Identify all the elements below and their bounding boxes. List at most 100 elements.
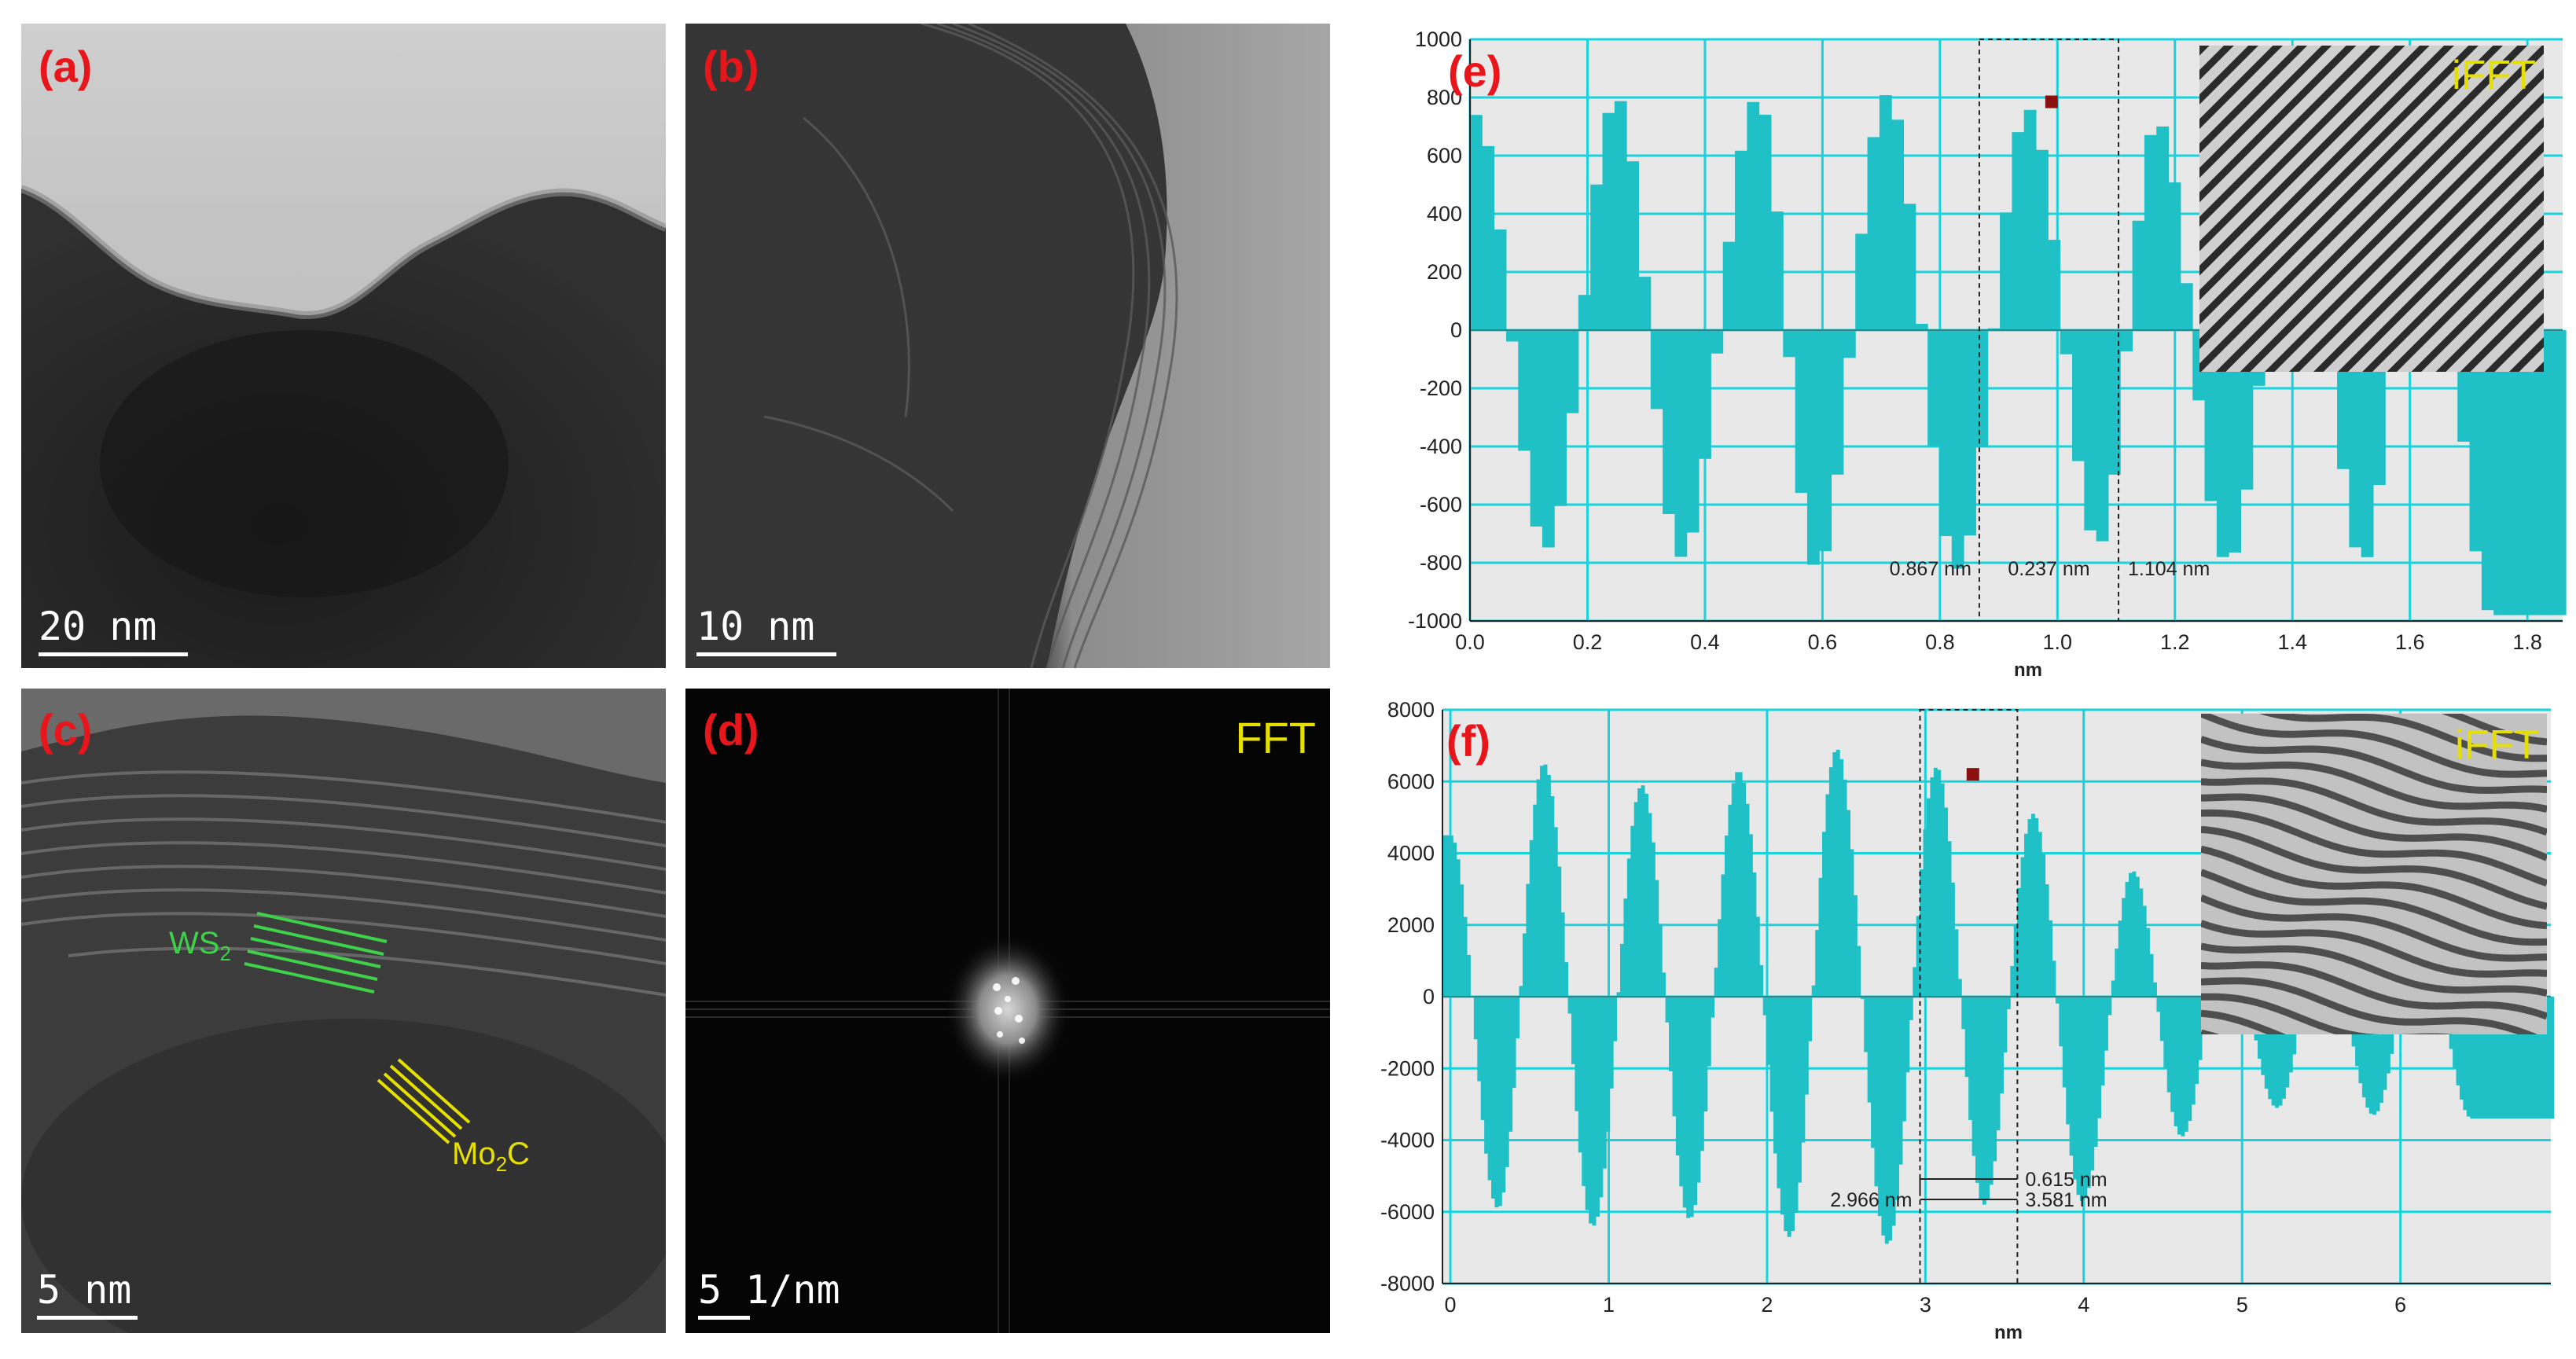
profile-bar <box>1512 997 1516 1089</box>
inset-wave-line <box>2201 894 2547 962</box>
profile-bar <box>2170 997 2175 1112</box>
profile-bar <box>2090 997 2095 1171</box>
y-tick-label: -200 <box>1420 376 1462 400</box>
inset-wave-line <box>2201 714 2547 778</box>
profile-bar <box>1585 997 1589 1210</box>
profile-bar <box>2530 330 2542 615</box>
profile-bar <box>1986 997 1990 1199</box>
profile-bar <box>1540 766 1545 997</box>
tem-image-a <box>21 24 666 668</box>
profile-bar <box>1665 997 1670 1023</box>
profile-bar <box>1614 101 1627 330</box>
profile-bar <box>2229 330 2241 553</box>
profile-bar <box>1699 330 1711 459</box>
profile-bar <box>1839 758 1844 997</box>
profile-bar <box>2505 330 2519 615</box>
y-tick-label: -800 <box>1420 551 1462 575</box>
inset-wave-line <box>2201 845 2547 930</box>
profile-bar <box>2517 330 2530 615</box>
ifft-title-f: iFFT <box>2455 722 2539 768</box>
profile-bar <box>1550 795 1555 997</box>
profile-bar <box>1843 330 1856 358</box>
profile-bar <box>1920 869 1924 997</box>
profile-bar <box>1968 997 1973 1120</box>
profile-bar <box>1766 997 1771 1065</box>
profile-bar <box>1864 997 1869 1052</box>
profile-bar <box>1780 997 1784 1215</box>
profile-bar <box>2268 997 2273 1100</box>
profile-bar <box>2512 997 2516 1119</box>
profile-bar <box>2128 872 2133 997</box>
ws2-lattice-lines <box>244 912 388 994</box>
y-tick-label: 2000 <box>1387 913 1435 937</box>
profile-bar <box>2006 997 2011 1009</box>
scale-bar-label-b: 10 nm <box>696 604 815 649</box>
profile-bar <box>2501 997 2506 1119</box>
profile-bar <box>1926 798 1931 997</box>
profile-bar <box>2096 330 2109 542</box>
profile-bar <box>2204 330 2218 501</box>
inset-wave-line <box>2201 920 2547 978</box>
profile-bar <box>2144 134 2157 330</box>
profile-bar <box>2120 330 2133 352</box>
measure-top-label: 0.615 nm <box>2025 1169 2107 1191</box>
x-tick-label: 2 <box>1761 1293 1773 1317</box>
profile-bar <box>1979 997 1983 1199</box>
profile-bar <box>1975 997 1979 1183</box>
profile-bar <box>1626 161 1639 330</box>
profile-bar <box>2358 997 2363 1084</box>
profile-bar <box>1804 997 1809 1095</box>
profile-bar <box>1937 769 1942 997</box>
profile-bar <box>2111 980 2115 997</box>
profile-bar <box>2188 997 2192 1122</box>
profile-bar <box>2118 920 2122 997</box>
profile-bar <box>1516 997 1520 1039</box>
profile-bar <box>2086 997 2091 1188</box>
profile-bar <box>1964 330 1976 536</box>
profile-bar <box>1915 323 1928 330</box>
profile-bar <box>1853 895 1858 997</box>
measure-left-label: 2.966 nm <box>1830 1189 1912 1211</box>
x-axis-label: nm <box>1994 1322 2023 1342</box>
profile-bar <box>1564 962 1569 997</box>
y-tick-label: 0 <box>1423 985 1435 1008</box>
profile-bar <box>2519 997 2523 1119</box>
profile-bar <box>2271 997 2276 1106</box>
profile-bar <box>2184 997 2188 1132</box>
profile-bar <box>2181 997 2185 1137</box>
profile-bar <box>1449 836 1453 997</box>
inset-wave-line <box>2201 736 2547 794</box>
profile-bar <box>1505 330 1519 342</box>
profile-bar <box>1867 137 1880 330</box>
x-tick-label: 0.8 <box>1925 630 1955 654</box>
measure-right-label: 1.104 nm <box>2128 558 2210 580</box>
profile-bar <box>1546 774 1551 997</box>
profile-bar <box>1787 997 1791 1237</box>
profile-bar <box>1526 883 1531 997</box>
profile-bar <box>1964 997 1969 1078</box>
profile-bar <box>2504 997 2509 1119</box>
panel-d-fft-image: (d) FFT 5 1/nm <box>685 689 1330 1333</box>
profile-bar <box>2522 997 2526 1119</box>
x-axis-label: nm <box>2014 659 2042 676</box>
profile-bar <box>1895 997 1900 1200</box>
profile-bar <box>1477 997 1482 1082</box>
profile-bar <box>1759 964 1764 997</box>
profile-bar <box>1811 985 1816 997</box>
profile-bar <box>2526 997 2530 1119</box>
measure-left-label: 0.867 nm <box>1890 558 1972 580</box>
inset-wave-line <box>2201 993 2454 1034</box>
measure-bracket-top <box>1919 1178 2018 1195</box>
profile-bar <box>1975 330 1989 447</box>
panel-b-tem-image: (b) 10 nm <box>685 24 1330 668</box>
profile-bar <box>2466 997 2471 1117</box>
measure-mid-label: 0.237 nm <box>2008 558 2089 580</box>
inset-wave-line <box>2201 809 2547 887</box>
profile-bar <box>1663 330 1675 514</box>
profile-bar <box>1735 772 1740 997</box>
profile-bar <box>1947 841 1952 997</box>
panel-a-tem-image: (a) 20 nm <box>21 24 666 668</box>
profile-bar <box>1877 997 1882 1217</box>
profile-bar <box>1927 330 1940 446</box>
profile-bar <box>1602 997 1607 1169</box>
